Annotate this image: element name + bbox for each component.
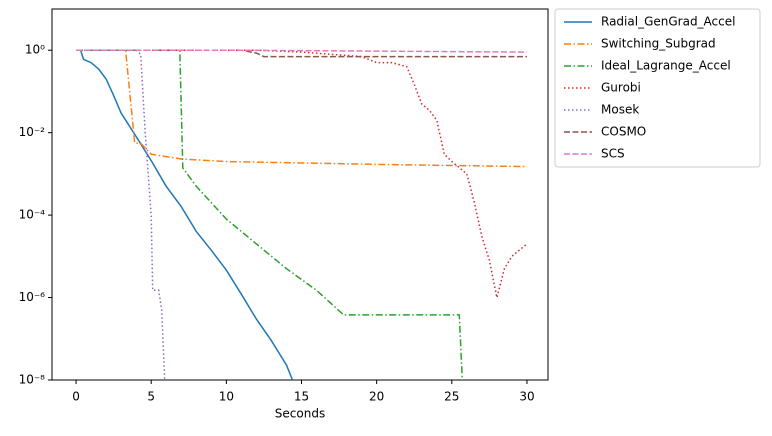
y-tick-label: 10⁻⁴ (19, 208, 46, 222)
series-line (76, 49, 166, 380)
legend-label: COSMO (601, 125, 646, 139)
series-line (79, 49, 294, 380)
x-tick-label: 30 (519, 390, 534, 404)
series-line (76, 49, 527, 58)
y-tick-label: 10⁰ (25, 43, 45, 57)
plot-lines (76, 49, 528, 380)
x-tick-label: 10 (219, 390, 234, 404)
x-tick-label: 15 (294, 390, 309, 404)
x-axis-label: Seconds (275, 407, 325, 421)
legend-label: Switching_Subgrad (601, 37, 716, 51)
series-line (76, 49, 528, 298)
x-tick-label: 5 (147, 390, 155, 404)
y-tick-label: 10⁻² (19, 125, 46, 139)
x-tick-label: 20 (369, 390, 384, 404)
legend-label: Gurobi (601, 81, 641, 95)
legend-box (554, 8, 761, 168)
y-tick-label: 10⁻⁸ (19, 373, 46, 387)
legend-label: Ideal_Lagrange_Accel (601, 59, 731, 73)
y-tick-label: 10⁻⁶ (19, 290, 46, 304)
x-tick-label: 25 (444, 390, 459, 404)
series-line (76, 49, 528, 53)
plot-frame (51, 8, 549, 381)
legend-label: Mosek (601, 103, 639, 117)
legend-label: SCS (601, 147, 625, 161)
legend-label: Radial_GenGrad_Accel (601, 15, 735, 29)
series-line (76, 49, 464, 380)
x-tick-label: 0 (72, 390, 80, 404)
series-line (76, 49, 528, 168)
